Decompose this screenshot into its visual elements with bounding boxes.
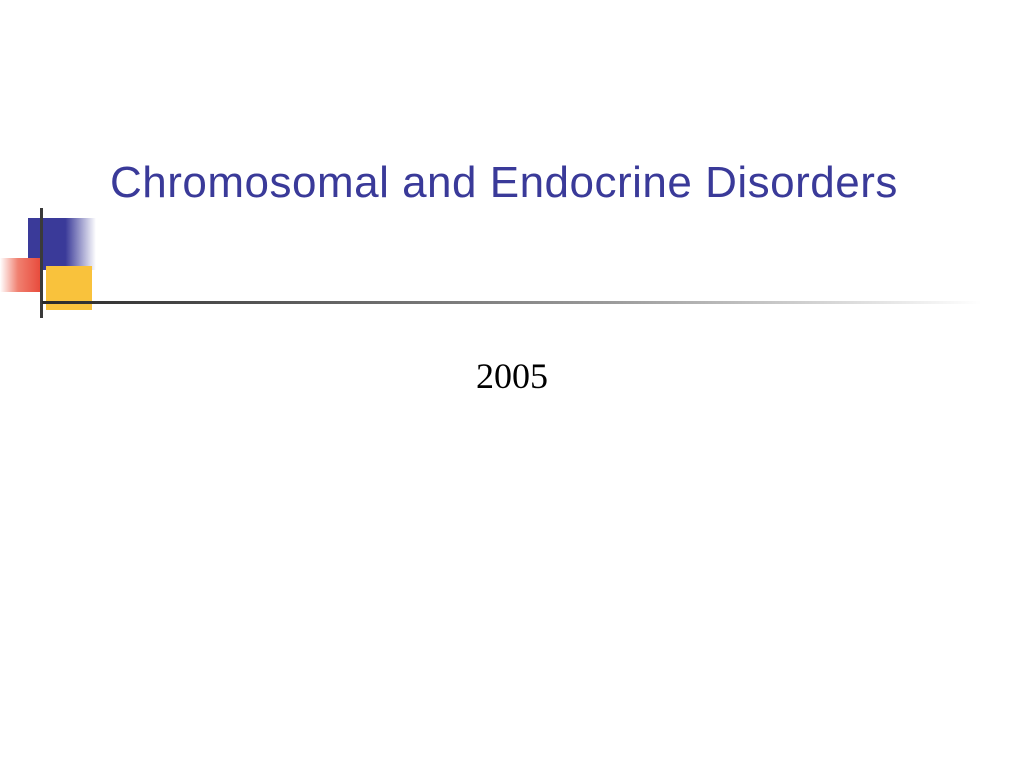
title-divider — [42, 291, 982, 294]
slide-subtitle: 2005 — [0, 355, 1024, 397]
slide-title: Chromosomal and Endocrine Disorders — [110, 155, 898, 210]
